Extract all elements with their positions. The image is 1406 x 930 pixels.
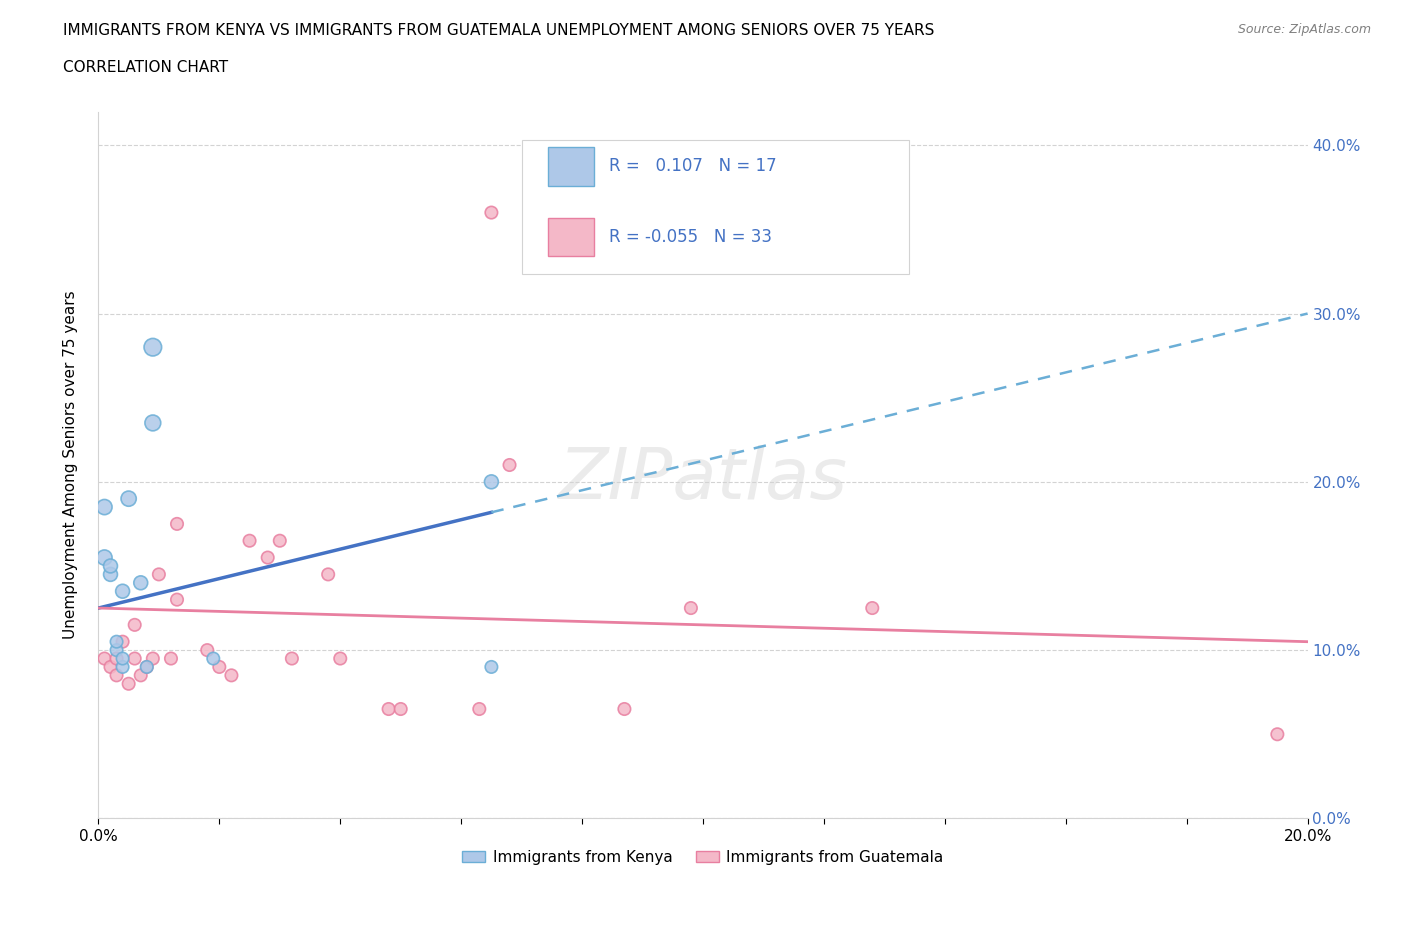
Point — [129, 576, 152, 591]
Point — [111, 659, 134, 674]
Point — [195, 643, 218, 658]
Point — [111, 651, 134, 666]
Point — [142, 651, 165, 666]
Point — [124, 651, 146, 666]
Point — [481, 474, 503, 489]
Point — [481, 206, 503, 220]
Point — [105, 668, 128, 683]
Point — [202, 651, 225, 666]
Point — [105, 643, 128, 658]
Point — [93, 551, 115, 565]
Point — [129, 668, 152, 683]
Text: IMMIGRANTS FROM KENYA VS IMMIGRANTS FROM GUATEMALA UNEMPLOYMENT AMONG SENIORS OV: IMMIGRANTS FROM KENYA VS IMMIGRANTS FROM… — [63, 23, 935, 38]
Point — [105, 651, 128, 666]
Point — [329, 651, 352, 666]
Text: ZIPatlas: ZIPatlas — [558, 445, 848, 513]
Text: CORRELATION CHART: CORRELATION CHART — [63, 60, 228, 75]
Point — [481, 659, 503, 674]
Y-axis label: Unemployment Among Seniors over 75 years: Unemployment Among Seniors over 75 years — [63, 291, 77, 639]
Point — [142, 416, 165, 431]
Point — [239, 533, 262, 548]
Point — [221, 668, 243, 683]
Point — [389, 701, 412, 716]
Point — [498, 458, 520, 472]
Point — [118, 491, 141, 506]
Point — [208, 659, 231, 674]
FancyBboxPatch shape — [522, 140, 908, 274]
Point — [377, 701, 399, 716]
Point — [93, 499, 115, 514]
Point — [166, 516, 188, 531]
Point — [148, 567, 170, 582]
Point — [100, 559, 122, 574]
Point — [860, 601, 883, 616]
Bar — [548, 147, 595, 186]
Legend: Immigrants from Kenya, Immigrants from Guatemala: Immigrants from Kenya, Immigrants from G… — [457, 844, 949, 870]
Point — [100, 567, 122, 582]
Point — [135, 659, 157, 674]
Point — [679, 601, 702, 616]
Point — [269, 533, 291, 548]
Point — [93, 651, 115, 666]
Point — [1267, 727, 1289, 742]
Point — [111, 634, 134, 649]
Point — [118, 676, 141, 691]
Point — [316, 567, 339, 582]
Point — [281, 651, 304, 666]
Text: R =   0.107   N = 17: R = 0.107 N = 17 — [609, 157, 776, 176]
Point — [613, 701, 636, 716]
Point — [135, 659, 157, 674]
Text: Source: ZipAtlas.com: Source: ZipAtlas.com — [1237, 23, 1371, 36]
Point — [256, 551, 278, 565]
Point — [468, 701, 491, 716]
Point — [142, 339, 165, 354]
Point — [105, 634, 128, 649]
Text: R = -0.055   N = 33: R = -0.055 N = 33 — [609, 228, 772, 246]
Point — [166, 592, 188, 607]
Point — [100, 659, 122, 674]
Bar — [548, 218, 595, 257]
Point — [111, 584, 134, 599]
Point — [160, 651, 183, 666]
Point — [124, 618, 146, 632]
